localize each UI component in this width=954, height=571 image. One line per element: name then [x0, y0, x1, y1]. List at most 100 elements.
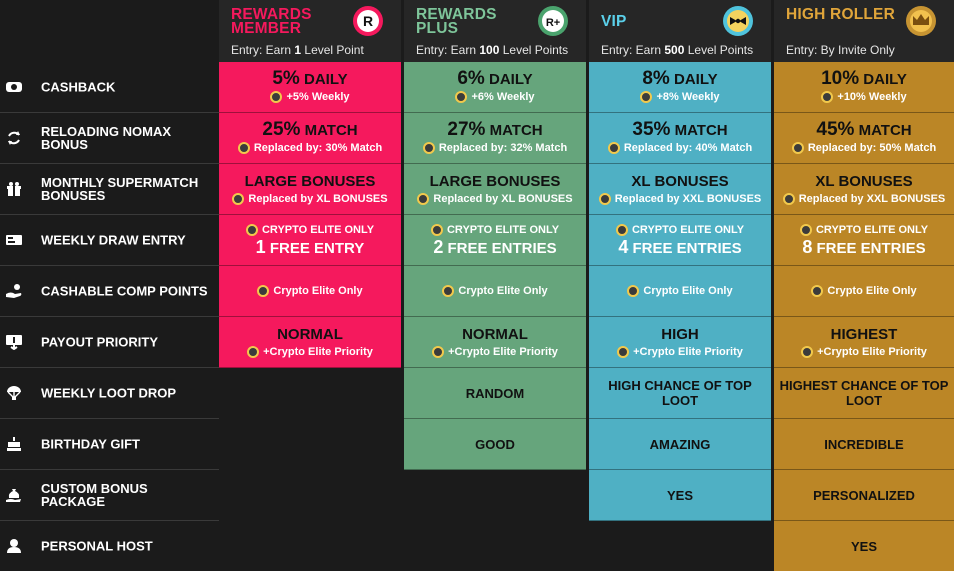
supermatch-value: XL BONUSES	[631, 172, 729, 190]
crypto-elite-note: Replaced by XL BONUSES	[417, 192, 573, 205]
tier-entry-requirement: Entry: Earn 100 Level Points	[416, 43, 568, 57]
reload-percent: 27%	[447, 119, 486, 140]
crypto-coin-icon	[432, 345, 445, 358]
entry-value: 1	[294, 43, 302, 57]
supermatch-cell: XL BONUSES Replaced by XXL BONUSES	[774, 164, 954, 215]
row-label-3: WEEKLY DRAW ENTRY	[0, 215, 219, 266]
entry-count: 4	[618, 236, 629, 257]
note-text: +Crypto Elite Priority	[633, 345, 743, 358]
feature-label: PAYOUT PRIORITY	[41, 334, 159, 350]
birthday-gift-cell-value: INCREDIBLE	[824, 436, 904, 452]
cashback-value: 8% DAILY	[642, 69, 717, 88]
crypto-coin-icon	[430, 223, 443, 236]
reload-value: 27% MATCH	[447, 119, 543, 140]
crypto-coin-icon	[245, 223, 258, 236]
ticket-icon	[4, 230, 24, 250]
crypto-elite-note: CRYPTO ELITE ONLY	[245, 223, 374, 236]
row-label-1: RELOADING NOMAX BONUS	[0, 113, 219, 164]
loot-drop-cell-value: RANDOM	[465, 385, 525, 401]
crypto-coin-icon	[455, 91, 468, 103]
weekly-draw-cell: CRYPTO ELITE ONLY 1 FREE ENTRY	[219, 215, 401, 266]
entry-prefix: Entry: Earn	[231, 43, 292, 57]
entry-value: 500	[664, 43, 685, 57]
crypto-elite-note: Replaced by: 40% Match	[607, 142, 753, 154]
free-entries: 1 FREE ENTRY	[256, 238, 365, 257]
entry-value: 100	[479, 43, 500, 57]
note-text: Replaced by XL BONUSES	[433, 192, 573, 205]
supermatch-value: LARGE BONUSES	[244, 172, 376, 190]
entry-prefix: Entry: Earn	[601, 43, 662, 57]
crypto-elite-note: Crypto Elite Only	[442, 285, 548, 297]
birthday-gift-cell: AMAZING	[589, 419, 771, 470]
birthday-gift-cell-value: GOOD	[475, 436, 515, 452]
feature-label: CASHABLE COMP POINTS	[41, 283, 208, 299]
crown-badge-icon	[904, 4, 938, 38]
note-text: Replaced by XXL BONUSES	[798, 192, 946, 205]
row-label-7: BIRTHDAY GIFT	[0, 419, 219, 470]
comp-points-cell: Crypto Elite Only	[404, 266, 586, 317]
supermatch-value: LARGE BONUSES	[429, 172, 561, 190]
feature-label: RELOADING NOMAX BONUS	[41, 124, 171, 152]
crypto-elite-note: +5% Weekly	[270, 91, 350, 103]
reload-bonus-cell: 35% MATCH Replaced by: 40% Match	[589, 113, 771, 164]
row-label-8: CUSTOM BONUS PACKAGE	[0, 470, 219, 521]
cashback-icon	[4, 77, 24, 97]
reload-icon	[4, 128, 24, 148]
bowtie-badge-icon	[721, 4, 755, 38]
free-entries: 2 FREE ENTRIES	[433, 238, 556, 257]
note-text: Replaced by XL BONUSES	[248, 192, 388, 205]
loot-drop-cell: RANDOM	[404, 368, 586, 419]
comp-points-cell: Crypto Elite Only	[219, 266, 401, 317]
cashback-value: 6% DAILY	[457, 69, 532, 88]
row-label-6: WEEKLY LOOT DROP	[0, 368, 219, 419]
crypto-elite-note: +6% Weekly	[455, 91, 535, 103]
weekly-draw-cell: CRYPTO ELITE ONLY 8 FREE ENTRIES	[774, 215, 954, 266]
crypto-coin-icon	[640, 91, 653, 103]
crypto-elite-note: +Crypto Elite Priority	[617, 345, 743, 358]
crypto-elite-note: Crypto Elite Only	[627, 285, 733, 297]
payout-value: HIGHEST	[830, 325, 898, 343]
person-icon	[4, 536, 24, 556]
reload-unit: MATCH	[489, 122, 543, 139]
weekly-draw-cell: CRYPTO ELITE ONLY 4 FREE ENTRIES	[589, 215, 771, 266]
comp-points-cell: Crypto Elite Only	[774, 266, 954, 317]
cashback-value: 5% DAILY	[272, 69, 348, 88]
reload-value: 45% MATCH	[816, 119, 911, 140]
reload-percent: 45%	[816, 119, 855, 140]
r-badge-icon: R	[351, 4, 385, 38]
row-label-5: PAYOUT PRIORITY	[0, 317, 219, 368]
entry-count: 8	[802, 236, 813, 257]
comp-points-cell: Crypto Elite Only	[589, 266, 771, 317]
crypto-coin-icon	[417, 192, 430, 205]
reload-bonus-cell: 45% MATCH Replaced by: 50% Match	[774, 113, 954, 164]
loot-drop-cell-value: HIGHEST CHANCE OF TOP LOOT	[779, 378, 949, 408]
loot-drop-cell: HIGHEST CHANCE OF TOP LOOT	[774, 368, 954, 419]
note-text: CRYPTO ELITE ONLY	[815, 223, 929, 236]
note-text: Replaced by: 30% Match	[253, 142, 383, 154]
row-label-2: MONTHLY SUPERMATCH BONUSES	[0, 164, 219, 215]
entry-label: FREE ENTRIES	[632, 239, 742, 257]
reload-bonus-cell: 27% MATCH Replaced by: 32% Match	[404, 113, 586, 164]
r-plus-badge-icon: R+	[536, 4, 570, 38]
payout-priority-cell: HIGHEST +Crypto Elite Priority	[774, 317, 954, 368]
reload-value: 35% MATCH	[632, 120, 727, 139]
payout-priority-cell: HIGH +Crypto Elite Priority	[589, 317, 771, 368]
crypto-elite-note: CRYPTO ELITE ONLY	[615, 223, 744, 236]
feature-label: CUSTOM BONUS PACKAGE	[41, 481, 148, 509]
crypto-coin-icon	[615, 223, 628, 236]
crypto-coin-icon	[821, 91, 834, 103]
reload-unit: MATCH	[304, 122, 358, 139]
note-text: +10% Weekly	[837, 91, 907, 103]
note-text: Replaced by: 40% Match	[623, 142, 753, 154]
crypto-elite-note: Crypto Elite Only	[811, 285, 917, 297]
tier-entry-requirement: Entry: Earn 1 Level Point	[231, 43, 364, 57]
note-text: CRYPTO ELITE ONLY	[446, 223, 560, 236]
loot-drop-cell-value: HIGH CHANCE OF TOP LOOT	[608, 378, 752, 408]
cashback-unit: DAILY	[304, 71, 348, 88]
note-text: +Crypto Elite Priority	[817, 345, 927, 358]
tier-title: HIGH ROLLER	[786, 6, 895, 23]
personal-host-cell-value: YES	[850, 538, 877, 554]
feature-label: WEEKLY DRAW ENTRY	[41, 232, 186, 248]
feature-label: BIRTHDAY GIFT	[41, 436, 140, 452]
free-entries: 4 FREE ENTRIES	[618, 236, 742, 257]
